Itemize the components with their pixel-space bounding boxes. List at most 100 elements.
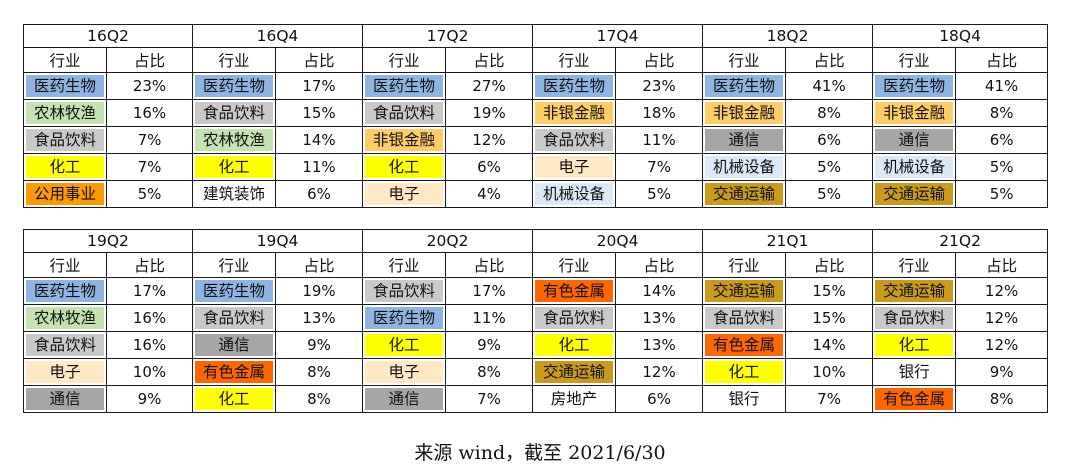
share-cell: 13% [615,331,704,359]
share-cell: 5% [615,180,704,208]
industry-cell: 食品饮料 [362,99,447,127]
industry-name: 通信 [26,388,104,410]
industry-name: 电子 [535,156,614,178]
industry-cell: 电子 [362,358,447,386]
period-row: 19Q2 19Q4 20Q2 20Q4 21Q1 21Q2 [22,229,1049,253]
industry-name: 建筑装饰 [195,183,274,205]
industry-name: 食品饮料 [875,307,954,329]
industry-cell: 食品饮料 [872,304,957,332]
industry-cell: 化工 [872,331,957,359]
industry-cell: 医药生物 [23,277,107,305]
share-cell: 7% [615,153,704,181]
industry-name: 化工 [195,388,274,410]
industry-cell: 交通运输 [702,180,787,208]
share-cell: 5% [955,153,1049,181]
column-header-share: 占比 [275,47,364,73]
industry-name: 非银金融 [365,129,444,151]
industry-cell: 机械设备 [702,153,787,181]
industry-cell: 通信 [192,331,277,359]
share-cell: 7% [105,153,194,181]
industry-cell: 银行 [702,385,787,413]
industry-cell: 食品饮料 [23,331,107,359]
industry-cell: 化工 [532,331,617,359]
industry-name: 农林牧渔 [26,102,104,124]
industry-name: 医药生物 [535,75,614,97]
share-cell: 16% [105,99,194,127]
share-cell: 8% [955,385,1049,413]
share-cell: 15% [785,304,874,332]
industry-name: 交通运输 [705,280,784,302]
industry-name: 机械设备 [875,156,954,178]
column-header-industry: 行业 [702,252,787,278]
column-header-industry: 行业 [362,252,447,278]
industry-name: 房地产 [535,388,614,410]
share-cell: 7% [785,385,874,413]
industry-cell: 有色金属 [702,331,787,359]
industry-name: 食品饮料 [195,102,274,124]
industry-name: 机械设备 [705,156,784,178]
industry-cell: 医药生物 [23,72,107,100]
industry-name: 银行 [875,361,954,383]
industry-cell: 建筑装饰 [192,180,277,208]
table-row: 化工 7% 化工 11% 化工 6% 电子 7% 机械设备 5% 机械设备 5% [23,153,1049,181]
share-cell: 12% [615,358,704,386]
industry-cell: 电子 [532,153,617,181]
share-cell: 8% [445,358,534,386]
industry-cell: 农林牧渔 [23,99,107,127]
industry-name: 电子 [365,361,444,383]
share-cell: 9% [275,331,364,359]
industry-name: 交通运输 [705,183,784,205]
column-header-industry: 行业 [192,47,277,73]
share-cell: 11% [275,153,364,181]
column-header-industry: 行业 [23,252,107,278]
share-cell: 14% [615,277,704,305]
industry-name: 交通运输 [535,361,614,383]
industry-name: 化工 [26,156,104,178]
industry-cell: 农林牧渔 [192,126,277,154]
industry-name: 医药生物 [195,75,274,97]
column-header-share: 占比 [445,252,534,278]
share-cell: 15% [275,99,364,127]
share-cell: 8% [275,358,364,386]
industry-name: 食品饮料 [535,129,614,151]
column-header-share: 占比 [785,252,874,278]
period-label: 20Q4 [532,229,704,253]
industry-table-2019-2021: 19Q2 19Q4 20Q2 20Q4 21Q1 21Q2 行业 占比 行业 占比 行业 占比 行业 占比… [22,229,1049,413]
share-cell: 17% [275,72,364,100]
industry-cell: 医药生物 [362,72,447,100]
industry-name: 食品饮料 [26,129,104,151]
share-cell: 18% [615,99,704,127]
share-cell: 6% [785,126,874,154]
period-label: 19Q4 [192,229,364,253]
share-cell: 5% [785,180,874,208]
industry-cell: 非银金融 [872,99,957,127]
industry-cell: 医药生物 [192,72,277,100]
table-row: 公用事业 5% 建筑装饰 6% 电子 4% 机械设备 5% 交通运输 5% 交通运输 5% [23,180,1049,208]
column-header-industry: 行业 [192,252,277,278]
column-header-industry: 行业 [23,47,107,73]
industry-name: 交通运输 [875,183,954,205]
industry-cell: 农林牧渔 [23,304,107,332]
share-cell: 19% [275,277,364,305]
period-label: 17Q2 [362,24,534,48]
column-header-industry: 行业 [532,252,617,278]
period-label: 18Q4 [872,24,1049,48]
industry-cell: 化工 [362,153,447,181]
industry-name: 通信 [705,129,784,151]
industry-name: 机械设备 [535,183,614,205]
industry-name: 非银金融 [875,102,954,124]
industry-cell: 房地产 [532,385,617,413]
table-row: 医药生物 17% 医药生物 19% 食品饮料 17% 有色金属 14% 交通运输 15% 交通运输 1… [23,277,1049,305]
industry-cell: 通信 [362,385,447,413]
industry-cell: 食品饮料 [192,99,277,127]
industry-cell: 食品饮料 [362,277,447,305]
industry-name: 医药生物 [26,280,104,302]
industry-name: 农林牧渔 [195,129,274,151]
period-label: 16Q4 [192,24,364,48]
share-cell: 23% [105,72,194,100]
share-cell: 7% [105,126,194,154]
share-cell: 19% [445,99,534,127]
table-row: 农林牧渔 16% 食品饮料 13% 医药生物 11% 食品饮料 13% 食品饮料 15% 食品饮料 1… [23,304,1049,332]
industry-name: 食品饮料 [26,334,104,356]
column-header-industry: 行业 [362,47,447,73]
